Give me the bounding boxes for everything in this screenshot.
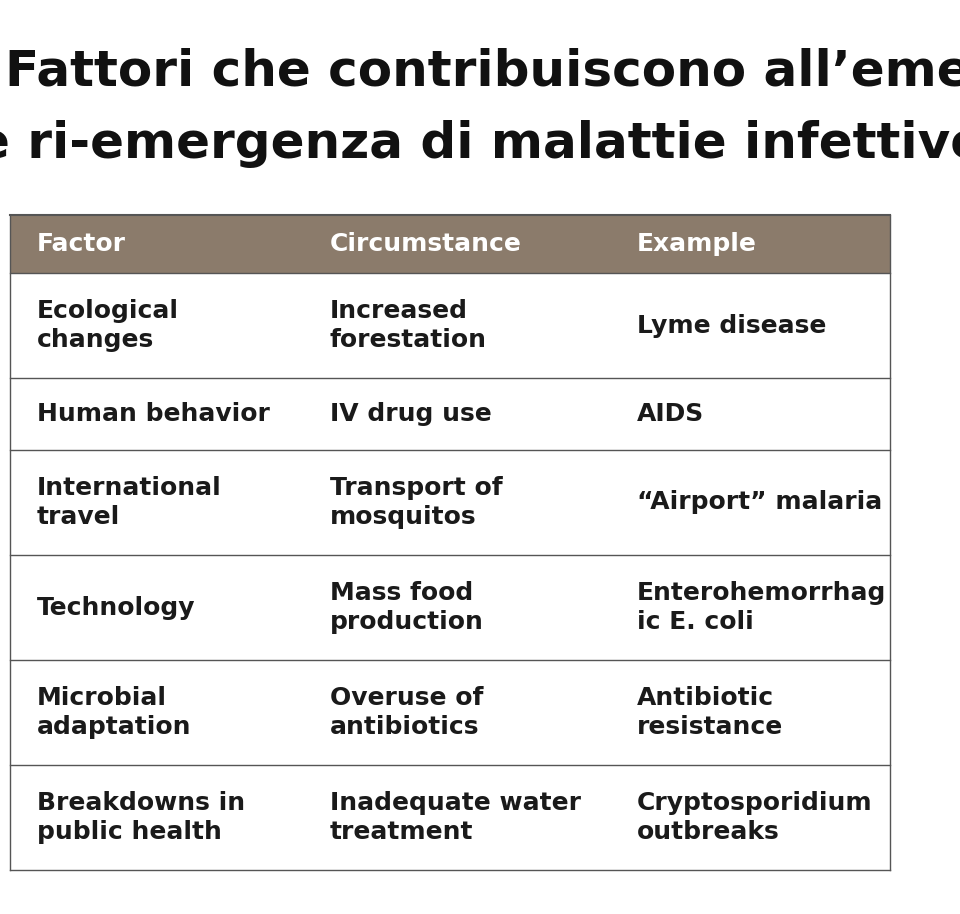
- Text: Cryptosporidium
outbreaks: Cryptosporidium outbreaks: [636, 792, 873, 844]
- Text: Transport of
mosquitos: Transport of mosquitos: [329, 476, 502, 529]
- Text: Technology: Technology: [36, 596, 195, 620]
- Text: Increased
forestation: Increased forestation: [329, 299, 487, 352]
- Text: Antibiotic
resistance: Antibiotic resistance: [636, 686, 783, 739]
- Text: Circumstance: Circumstance: [329, 232, 521, 256]
- Text: Example: Example: [636, 232, 756, 256]
- Text: Human behavior: Human behavior: [36, 402, 270, 426]
- Text: Factor: Factor: [36, 232, 126, 256]
- Text: Microbial
adaptation: Microbial adaptation: [36, 686, 191, 739]
- Text: AIDS: AIDS: [636, 402, 704, 426]
- Text: “Airport” malaria: “Airport” malaria: [636, 491, 882, 515]
- Text: International
travel: International travel: [36, 476, 222, 529]
- Text: Inadequate water
treatment: Inadequate water treatment: [329, 792, 581, 844]
- Bar: [10, 215, 890, 273]
- Text: Lyme disease: Lyme disease: [636, 314, 827, 337]
- Text: Mass food
production: Mass food production: [329, 581, 484, 634]
- Text: Overuse of
antibiotics: Overuse of antibiotics: [329, 686, 483, 739]
- Text: Ecological
changes: Ecological changes: [36, 299, 179, 352]
- Text: Breakdowns in
public health: Breakdowns in public health: [36, 792, 245, 844]
- Text: Enterohemorrhag
ic E. coli: Enterohemorrhag ic E. coli: [636, 581, 886, 634]
- Text: IV drug use: IV drug use: [329, 402, 492, 426]
- Text: e ri-emergenza di malattie infettive: e ri-emergenza di malattie infettive: [0, 120, 960, 168]
- Text: Fattori che contribuiscono all’emergenza: Fattori che contribuiscono all’emergenza: [5, 48, 960, 96]
